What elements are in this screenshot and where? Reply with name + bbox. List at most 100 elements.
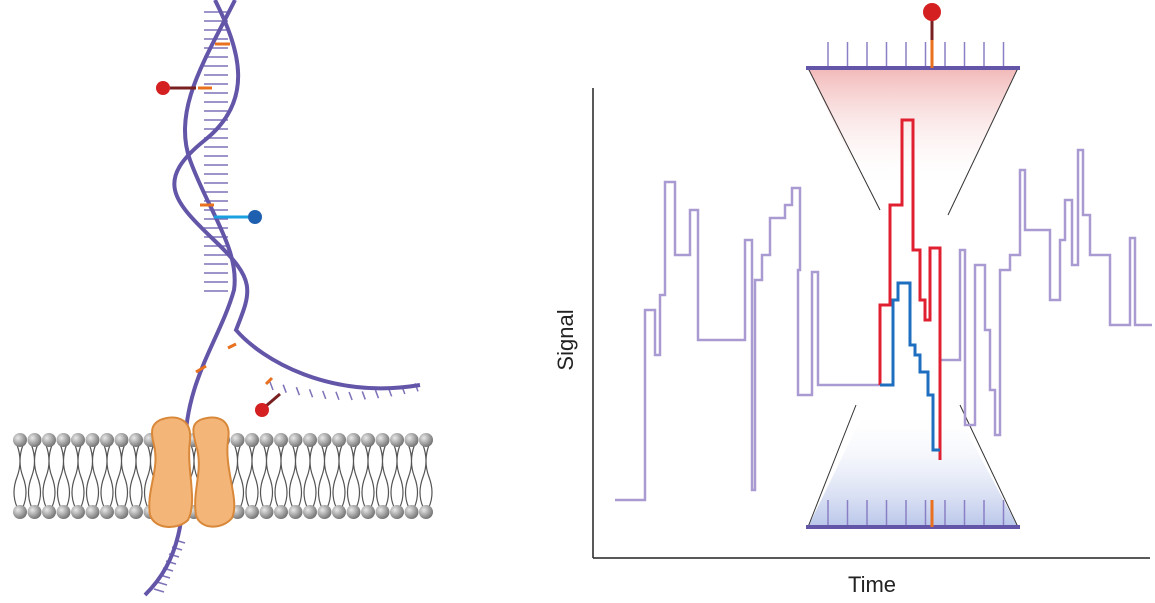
lipid-tail <box>346 444 361 508</box>
lipid-tail <box>390 444 404 508</box>
red-mark <box>923 3 941 21</box>
base <box>374 389 380 399</box>
signal-trace <box>940 148 1152 437</box>
lipid-head <box>85 433 100 447</box>
lipid-head <box>346 433 361 447</box>
lipid-tail <box>100 444 114 508</box>
lipid-tail <box>13 444 27 508</box>
lipid-head <box>375 433 390 447</box>
lipid-tail <box>375 444 390 508</box>
lipid-head <box>27 433 42 447</box>
lipid-head <box>100 433 114 447</box>
lipid-head <box>245 505 259 519</box>
lipid-head <box>288 433 303 447</box>
lipid-tail <box>114 444 129 508</box>
lipid-tail <box>419 444 433 508</box>
lipid-tail <box>56 444 71 508</box>
lipid-head <box>259 433 274 447</box>
lipid-tail <box>85 444 100 508</box>
signal-trace <box>615 180 880 502</box>
lipid-head <box>404 505 419 519</box>
lipid-tail <box>332 444 346 508</box>
lipid-head <box>361 505 375 519</box>
lipid-head <box>317 433 332 447</box>
lipid-head <box>346 505 361 519</box>
lipid-head <box>129 433 143 447</box>
lipid-tail <box>129 444 143 508</box>
lipid-head <box>274 433 288 447</box>
strand-ticks <box>827 42 1005 68</box>
nanopore <box>148 416 236 528</box>
base <box>156 581 168 586</box>
lipid-head <box>404 433 419 447</box>
base <box>269 381 274 391</box>
lipid-head <box>42 433 56 447</box>
blue-mark <box>248 210 262 224</box>
lipid-head <box>56 505 71 519</box>
lipid-tail <box>303 444 317 508</box>
lipid-tail <box>245 444 259 508</box>
lipid-tail <box>317 444 332 508</box>
lipid-head <box>332 505 346 519</box>
lipid-tail <box>404 444 419 508</box>
lipid-tail <box>42 444 56 508</box>
base <box>322 390 327 400</box>
base <box>153 588 165 593</box>
red-mark <box>255 403 269 417</box>
lipid-head <box>100 505 114 519</box>
unmodified-trace <box>880 281 940 452</box>
lipid-head <box>56 433 71 447</box>
lipid-head <box>303 433 317 447</box>
base <box>361 391 366 400</box>
zoom-funnel <box>808 410 1018 527</box>
lipid-tail <box>288 444 303 508</box>
lipid-head <box>114 433 129 447</box>
lipid-head <box>85 505 100 519</box>
lipid-head <box>129 505 143 519</box>
lipid-tail <box>259 444 274 508</box>
lipid-head <box>71 505 85 519</box>
lipid-head <box>332 433 346 447</box>
dna-bases <box>153 11 419 593</box>
base <box>282 384 287 393</box>
funnel-edge <box>807 67 881 211</box>
lipid-head <box>390 433 404 447</box>
lipid-head <box>419 505 433 519</box>
funnel-edge <box>947 67 1019 216</box>
red-mark <box>156 81 170 95</box>
y-axis-label: Signal <box>553 309 578 370</box>
lipid-tail <box>71 444 85 508</box>
lipid-head <box>13 433 27 447</box>
modified-trace <box>878 118 942 460</box>
lipid-head <box>317 505 332 519</box>
lipid-head <box>13 505 27 519</box>
lipid-tail <box>361 444 375 508</box>
lipid-tail <box>274 444 288 508</box>
base <box>308 389 314 398</box>
funnel-edge <box>807 404 857 528</box>
lipid-head <box>375 505 390 519</box>
lipid-head <box>288 505 303 519</box>
mark-stick <box>265 392 281 408</box>
dna-strand <box>172 0 421 391</box>
lipid-tail <box>27 444 42 508</box>
lipid-head <box>303 505 317 519</box>
lipid-head <box>419 433 433 447</box>
base <box>335 391 340 401</box>
lipid-head <box>71 433 85 447</box>
x-axis-label: Time <box>848 572 896 597</box>
dna-marks <box>195 42 274 386</box>
lipid-head <box>259 505 274 519</box>
lipid-head <box>274 505 288 519</box>
base <box>295 386 301 396</box>
lipid-head <box>42 505 56 519</box>
lipid-head <box>27 505 42 519</box>
lipid-head <box>230 433 245 447</box>
lipid-head <box>390 505 404 519</box>
lipid-head <box>245 433 259 447</box>
strand-ticks <box>827 500 1005 527</box>
base <box>348 391 353 401</box>
lipid-head <box>361 433 375 447</box>
